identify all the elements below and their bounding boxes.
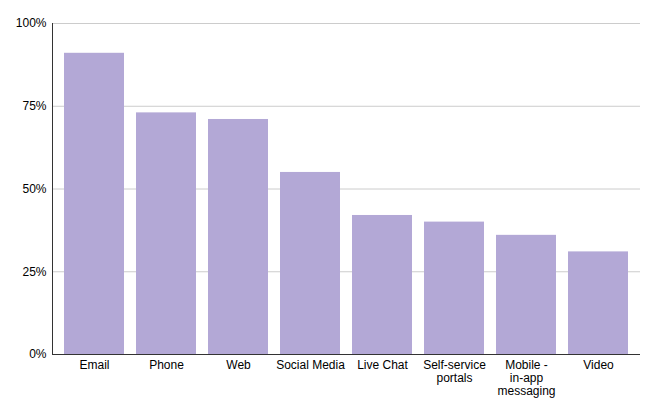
svg-text:Mobile -in-appmessaging: Mobile -in-appmessaging <box>497 358 555 397</box>
svg-text:Email: Email <box>79 358 109 372</box>
svg-text:100%: 100% <box>16 16 47 30</box>
svg-text:Video: Video <box>583 358 614 372</box>
svg-text:Self-serviceportals: Self-serviceportals <box>423 358 486 385</box>
svg-text:0%: 0% <box>29 347 47 361</box>
svg-text:75%: 75% <box>22 99 46 113</box>
svg-text:25%: 25% <box>22 265 46 279</box>
svg-text:50%: 50% <box>22 182 46 196</box>
svg-text:Social Media: Social Media <box>276 358 345 372</box>
svg-text:Phone: Phone <box>149 358 184 372</box>
svg-text:Live Chat: Live Chat <box>357 358 408 372</box>
svg-text:Web: Web <box>226 358 251 372</box>
